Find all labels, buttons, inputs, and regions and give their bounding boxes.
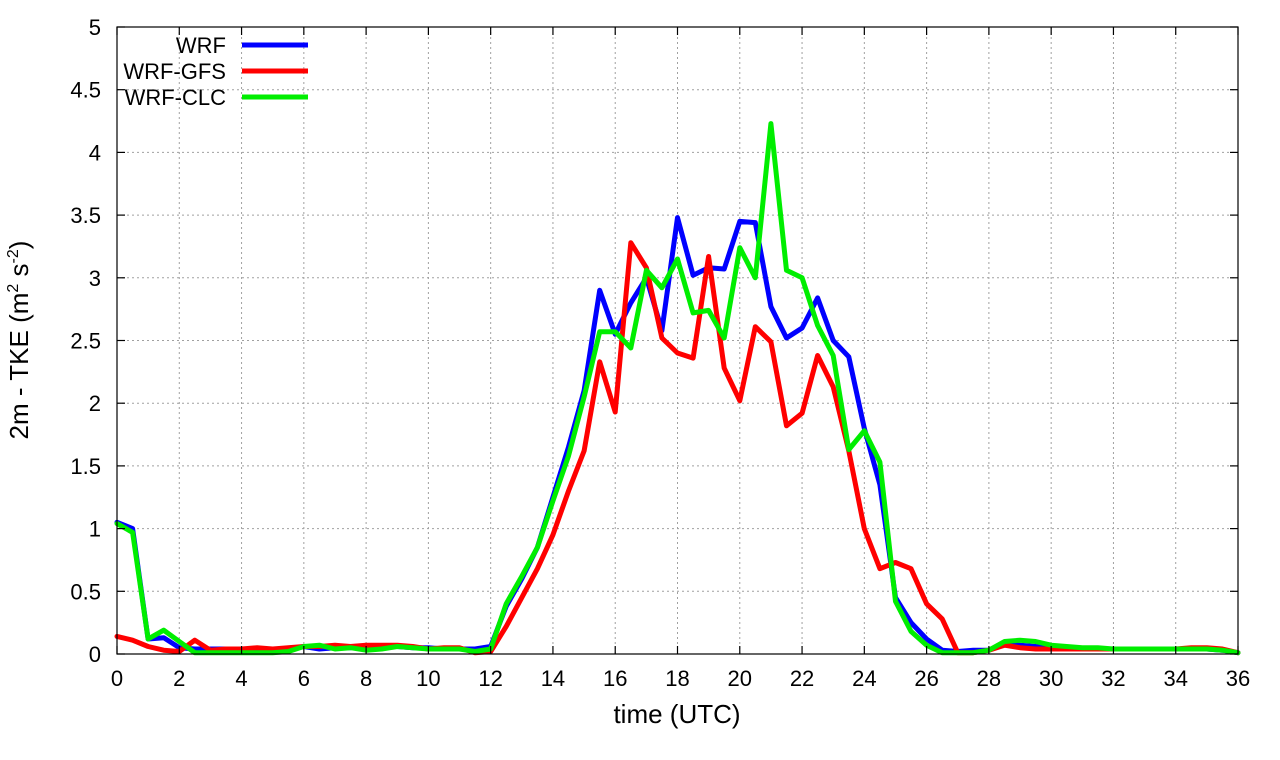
x-tick-label-14: 28 (977, 666, 1001, 691)
legend-label-wrf-gfs: WRF-GFS (123, 59, 226, 84)
legend-label-wrf: WRF (176, 33, 226, 58)
y-axis-label-end: ) (4, 241, 34, 250)
x-tick-label-12: 24 (852, 666, 876, 691)
x-tick-label-8: 16 (603, 666, 627, 691)
x-tick-label-1: 2 (173, 666, 185, 691)
x-tick-label-5: 10 (416, 666, 440, 691)
y-tick-label-4: 2 (89, 391, 101, 416)
legend-label-wrf-clc: WRF-CLC (125, 85, 227, 110)
y-axis-label-main: 2m - TKE (m (4, 293, 34, 440)
x-tick-label-13: 26 (914, 666, 938, 691)
x-tick-label-3: 6 (298, 666, 310, 691)
tick-labels: 0 2 4 6 8 10 12 14 16 18 20 22 24 26 28 30 32 34 3600.511.… (70, 15, 1250, 691)
y-tick-label-9: 4.5 (70, 78, 101, 103)
x-tick-label-18: 36 (1226, 666, 1250, 691)
y-tick-label-6: 3 (89, 266, 101, 291)
y-axis-label-sup1: 2 (5, 284, 22, 293)
y-tick-label-1: 0.5 (70, 579, 101, 604)
x-tick-label-10: 20 (728, 666, 752, 691)
y-axis-label: 2m - TKE (m2 s-2) (4, 241, 34, 440)
y-tick-label-0: 0 (89, 642, 101, 667)
x-tick-label-11: 22 (790, 666, 814, 691)
y-tick-label-5: 2.5 (70, 329, 101, 354)
y-tick-label-2: 1 (89, 517, 101, 542)
x-tick-label-9: 18 (665, 666, 689, 691)
x-tick-label-16: 32 (1101, 666, 1125, 691)
x-tick-label-7: 14 (541, 666, 565, 691)
y-tick-label-8: 4 (89, 140, 101, 165)
y-axis-label-sup2: -2 (5, 249, 22, 263)
grid-lines (117, 27, 1238, 654)
x-tick-label-6: 12 (478, 666, 502, 691)
axis-ticks (116, 26, 1239, 655)
x-tick-label-4: 8 (360, 666, 372, 691)
x-axis-label: time (UTC) (613, 699, 740, 729)
y-tick-label-10: 5 (89, 15, 101, 40)
x-tick-label-0: 0 (111, 666, 123, 691)
y-tick-label-3: 1.5 (70, 454, 101, 479)
x-tick-label-2: 4 (235, 666, 247, 691)
y-axis-label-mid: s (4, 263, 34, 283)
y-tick-label-7: 3.5 (70, 203, 101, 228)
x-tick-label-17: 34 (1163, 666, 1187, 691)
x-tick-label-15: 30 (1039, 666, 1063, 691)
